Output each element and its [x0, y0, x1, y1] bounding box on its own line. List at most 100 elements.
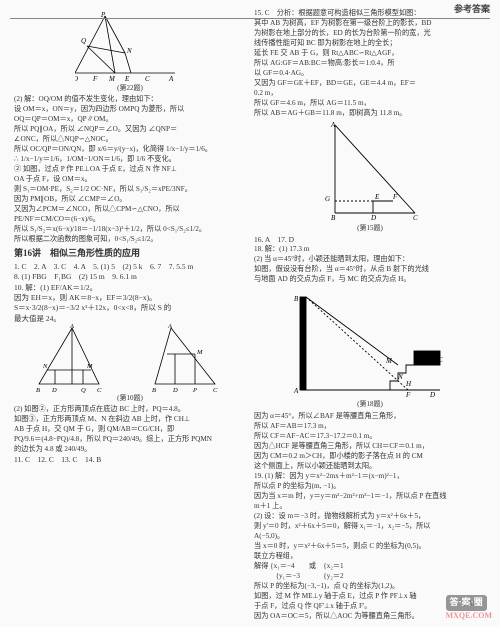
svg-text:H: H: [405, 380, 412, 388]
para-line: 因为 α＝45°，所以∠BAF 是等腰直角三角形，: [254, 412, 486, 421]
svg-text:A: A: [330, 121, 336, 129]
figure-10-left: A NM BDQC: [27, 324, 117, 394]
svg-text:E: E: [374, 193, 380, 201]
para-line: 以 GF＝0.4·AG。: [254, 69, 486, 78]
figure-15: A G EF BDC: [315, 121, 425, 221]
svg-text:M: M: [108, 75, 116, 81]
para-line: 所以 AG:GF＝AB:BC＝物高:影长＝1:0.4，所: [254, 59, 486, 68]
para-line: 所以 AF＝AB＝17.3 m，: [254, 422, 486, 431]
para-line: ② 如图，过点 P 作 PE⊥OA 于点 E，过点 N 作 NF⊥: [14, 165, 246, 174]
header-rule: [10, 18, 490, 19]
para-line: m＋1 上。: [254, 502, 486, 511]
para-line: 当 x＝0 时，y＝x²＋6x＋5＝5，则点 C 的坐标为(0,5)。: [254, 542, 486, 551]
para-line: AB 于点 H，交 QM 于 G，则 QM/AB＝CG/CH，即: [14, 425, 246, 434]
para-line: (2) 设：设 m＝−3 时，抛物线解析式为 y＝x²＋6x＋5，: [254, 512, 486, 521]
svg-text:D: D: [370, 214, 376, 221]
para-line: 则 y'＝0 时，x²＋6x＋5＝0，解得 x₁＝−1，x₂＝−5，所以: [254, 522, 486, 531]
answer-line: 11. C 12. C 13. C 14. B: [14, 455, 246, 464]
svg-text:D: D: [51, 387, 57, 394]
para-line: 为树影在地上部分的长，ED 的长为台阶第一阶的宽，光: [254, 29, 486, 38]
svg-text:Q: Q: [81, 37, 86, 45]
para-line: 所以 OC/QP＝ON/QN，即 x/6＝y/(y−x)，化简得 1/x−1/y…: [14, 145, 246, 154]
left-column: P Q N OFM ECA (第22题) (2) 解：OQ/OM 的值不发生变化…: [10, 8, 250, 619]
answer-line: 10. 解：(1) EF/AK＝1/2。: [14, 283, 246, 292]
header-title: 参考答案: [454, 4, 490, 16]
para-line: 解得 {x₁＝−4 或 {x₂＝1: [254, 562, 486, 571]
svg-text:B: B: [294, 295, 299, 303]
para-line: 其中 AB 为树高，EF 为树影在第一级台阶上的影长，BD: [254, 19, 486, 28]
figure-22-caption: (第22题): [14, 84, 246, 93]
svg-text:F: F: [392, 193, 398, 201]
para-line: ∴ 1/x−1/y＝1/6，1/OM−1/ON＝1/6，即 1/6 不变化。: [14, 155, 246, 164]
para-line: 18. 解：(1) 17.3 m: [254, 245, 486, 254]
para-line: PE/NF＝CM/CO＝(6−x)/6。: [14, 215, 246, 224]
svg-text:F: F: [405, 391, 411, 397]
para-line: 这个侧面上，所以小颖还能晒到太阳。: [254, 462, 486, 471]
answer-line: 因为 EH＝x，则 AK＝8−x，EF＝3/2(8−x)。: [14, 293, 246, 302]
para-line: 所以根据二次函数的图象可知，0<S₁/S₂≤1/2。: [14, 235, 246, 244]
para-line: 所以 PQ∥OA，所以 ∠NQP＝∠O。又因为 ∠QNP＝: [14, 125, 246, 134]
figure-10-caption: (第10题): [14, 394, 246, 403]
para-line: 联立方程组，: [254, 552, 486, 561]
para-line: 所以 GF＝4.6 m，所以 AG＝11.5 m，: [254, 99, 486, 108]
section-16-title: 第16讲 相似三角形性质的应用: [14, 248, 246, 260]
para-line: OA 于点 F，设 OM＝x。: [14, 175, 246, 184]
answer-line: 1. C 2. A 3. C 4. A 5. (1) 5 (2) 5 k 6. …: [14, 262, 246, 271]
para-line: 所以点 P 的坐标为(m, −1)。: [254, 482, 486, 491]
svg-text:Q: Q: [81, 387, 86, 394]
watermark-badge: 答·案·圈: [446, 595, 487, 611]
para-line: 如图③，正方形两顶点 M、N 在斜边 AB 上时，作 CH⊥: [14, 415, 246, 424]
svg-text:M: M: [385, 357, 393, 365]
para-line: 所以 AB＝AG＋GB＝11.8 m，即树高为 11.8 m。: [254, 109, 486, 118]
svg-text:C: C: [145, 75, 150, 81]
svg-text:N: N: [42, 363, 48, 370]
para-line: ∠ONC，所以△NQP∽△NOC。: [14, 135, 246, 144]
figure-18: B A M C H N F D: [290, 287, 450, 397]
answer-line: 最大值是 24。: [14, 314, 246, 323]
para-line: 因为△HCF 是等腰直角三角形，所以 CH＝CF＝0.1 m，: [254, 442, 486, 451]
svg-text:M: M: [86, 363, 93, 370]
figure-22: P Q N OFM ECA: [75, 11, 185, 81]
figure-15-caption: (第15题): [254, 224, 486, 233]
answer-line: S＝x·3/2(8−x)＝−3/2 x²＋12x，0<x<8，所以 S 的: [14, 303, 246, 312]
svg-text:O: O: [75, 75, 78, 81]
svg-text:A: A: [293, 387, 299, 395]
svg-text:M: M: [196, 349, 203, 356]
para-line: 15. C 分析：根据题意可构造相似三角形模型如图：: [254, 9, 486, 18]
para-line: 的边长为 4.8 或 240/49。: [14, 445, 246, 454]
svg-text:A: A: [168, 75, 174, 81]
svg-text:A: A: [69, 324, 74, 330]
para-line: 因为当 x＝m 时，y＝y＝m²−2m²+m²−1＝−1，所以点 P 在直线: [254, 492, 486, 501]
para-line: 因为 PM∥OB，所以 ∠CMP＝∠O。: [14, 195, 246, 204]
svg-text:B: B: [331, 214, 336, 221]
para-line: A(−5,0)。: [254, 532, 486, 541]
svg-text:C: C: [413, 214, 418, 221]
svg-text:C: C: [213, 387, 218, 394]
para-line: 设 OM＝x，ON＝y，因为四边形 OMPQ 为菱形，所以: [14, 105, 246, 114]
svg-text:N: N: [126, 47, 132, 55]
para-line: 与地面 AD 的交点为点 F，与 MC 的交点为点 H。: [254, 275, 486, 284]
svg-text:D: D: [172, 387, 178, 394]
figure-18-caption: (第18题): [254, 400, 486, 409]
para-line: (2) 如图②，正方形两顶点在底边 BC 上时，PQ＝4.8。: [14, 405, 246, 414]
svg-text:A: A: [167, 324, 172, 330]
figure-10-right: A M B D P C: [143, 324, 233, 394]
watermark-url: MXQE.COM: [446, 611, 492, 620]
para-line: (2) 当 α＝45°时，小颖还能晒到太阳，理由如下：: [254, 255, 486, 264]
para-line: 线传播性能可知 BC 即为树影在地上的全长；: [254, 39, 486, 48]
svg-text:B: B: [152, 387, 156, 394]
svg-text:N: N: [397, 373, 403, 381]
right-column: 15. C 分析：根据题意可构造相似三角形模型如图： 其中 AB 为树高，EF …: [250, 8, 490, 619]
para-line: {y₁＝−3 {y₂＝2: [254, 572, 486, 581]
para-line: 因为 CM＝0.2 m＞CH，即小楼的影子落在点 H 的 CM: [254, 452, 486, 461]
answer-line: 8. (1) FBG F₁BG (2) 15 m 9. 6.1 m: [14, 272, 246, 281]
para-line: 所以 CF＝AF−AC＝17.3−17.2＝0.1 m。: [254, 432, 486, 441]
para-line: 又因为 GF＝GE＋EF，BD＝GE，GE＝4.4 m，EF＝: [254, 79, 486, 88]
svg-text:E: E: [124, 75, 130, 81]
answer-line: 16. A 17. D: [254, 235, 486, 244]
para-line: 所以 P 的坐标为(−3,−1)，点 Q 的坐标为(1,2)。: [254, 582, 486, 591]
para-line: 又因为∠PCM＝∠NCO，所以△CPM∽△CNO，所以: [14, 205, 246, 214]
svg-text:C: C: [438, 356, 443, 364]
svg-text:C: C: [97, 387, 102, 394]
svg-text:P: P: [192, 387, 197, 394]
